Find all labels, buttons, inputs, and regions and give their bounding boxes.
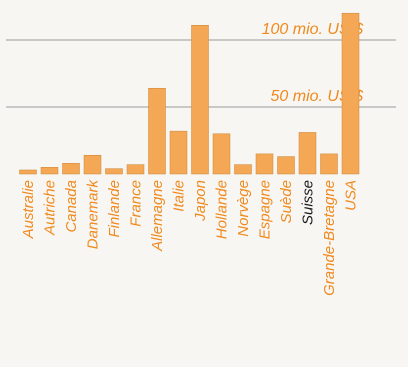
bar-autriche: [40, 167, 59, 175]
bar-australie: [19, 169, 37, 175]
bar-finlande: [105, 168, 123, 175]
gridline-label-50: 50 mio. US $: [271, 88, 365, 105]
bar-suisse: [298, 132, 317, 175]
bar-allemagne: [148, 87, 166, 175]
bar-suède: [277, 156, 295, 175]
tick-label-australie: Australie: [20, 180, 37, 239]
category-labels: Australie Autriche Canada Danemark Finlande F…: [20, 179, 360, 296]
bar-japon: [191, 25, 209, 175]
tick-label-norvège: Norvège: [235, 180, 252, 237]
tick-label-suisse: Suisse: [300, 180, 317, 225]
bar-italie: [169, 130, 188, 175]
bar-espagne: [255, 153, 274, 175]
bar-grande-bretagne: [320, 153, 338, 175]
tick-label-finlande: Finlande: [106, 180, 123, 238]
bar-france: [126, 164, 145, 175]
tick-label-japon: Japon: [192, 180, 209, 222]
tick-label-hollande: Hollande: [214, 180, 231, 239]
tick-label-allemagne: Allemagne: [149, 180, 166, 252]
tick-label-espagne: Espagne: [257, 180, 274, 239]
tick-label-italie: Italie: [171, 180, 188, 212]
tick-label-canada: Canada: [63, 180, 80, 233]
tick-label-france: France: [128, 180, 145, 227]
tick-label-suède: Suède: [278, 180, 295, 223]
tick-label-grande-bretagne: Grande-Bretagne: [321, 180, 338, 296]
gridline-label-100: 100 mio. US $: [262, 21, 364, 38]
bar-norvège: [234, 164, 252, 175]
bar-danemark: [83, 154, 102, 175]
tick-label-usa: USA: [343, 180, 360, 211]
bar-canada: [62, 163, 80, 175]
bars: [19, 12, 360, 175]
bar-usa: [341, 12, 360, 175]
tick-label-autriche: Autriche: [42, 180, 59, 236]
bar-hollande: [212, 133, 231, 175]
tick-label-danemark: Danemark: [85, 179, 102, 250]
